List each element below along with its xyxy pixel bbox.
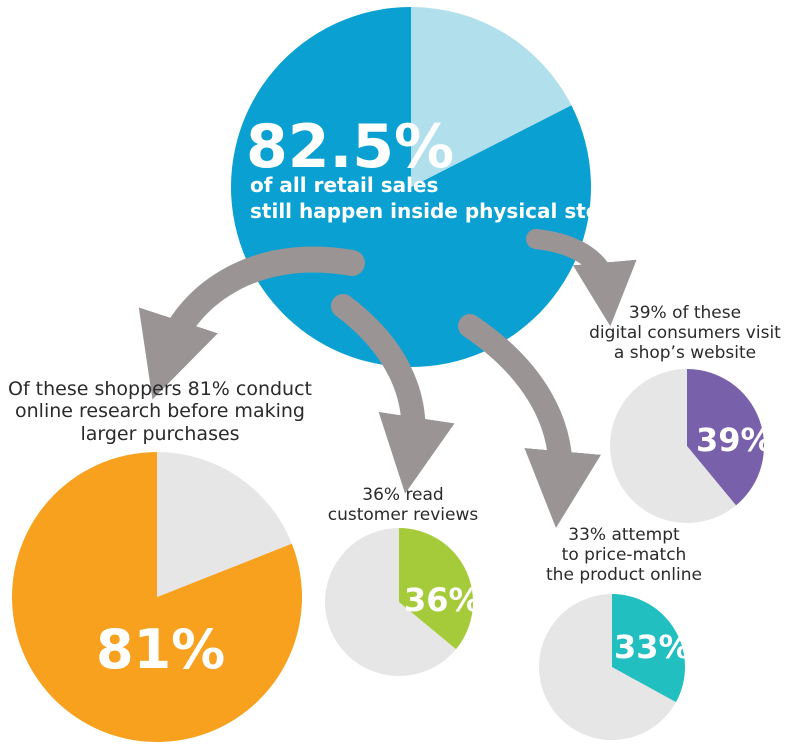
- website-caption: 39% of these digital consumers visit a s…: [580, 303, 790, 363]
- website-pie-label: 39%: [696, 421, 773, 459]
- price-match-pie-label: 33%: [614, 628, 691, 666]
- reviews-caption-line: customer reviews: [327, 505, 479, 526]
- price-match-pie: [539, 594, 686, 740]
- research-caption-line: Of these shoppers 81% conduct: [8, 378, 312, 400]
- price-match-caption-line: the product online: [546, 565, 702, 586]
- main-pie-sublabel: of all retail sales still happen inside …: [250, 172, 635, 224]
- arrow-to-reviews: [331, 294, 455, 494]
- research-pie-rest-slice: [157, 452, 292, 597]
- website-pie-value-slice: [687, 369, 764, 506]
- price-match-caption: 33% attempt to price-match the product o…: [524, 525, 724, 585]
- price-match-caption-line: to price-match: [561, 545, 687, 566]
- main-pie-rest-slice: [411, 7, 572, 187]
- price-match-caption-line: 33% attempt: [568, 525, 680, 545]
- research-pie: [12, 452, 303, 742]
- main-pie: [230, 7, 591, 367]
- website-caption-line: digital consumers visit: [589, 323, 781, 344]
- main-pie-value-slice: [230, 7, 591, 367]
- arrow-to-research: [138, 246, 365, 400]
- research-caption: Of these shoppers 81% conduct online res…: [0, 378, 320, 445]
- arrow-to-website: [526, 229, 637, 327]
- reviews-caption: 36% read customer reviews: [318, 485, 488, 525]
- website-caption-line: 39% of these: [628, 303, 742, 323]
- research-pie-value-slice: [12, 452, 303, 742]
- main-pie-sublabel-line: of all retail sales: [250, 173, 439, 197]
- research-caption-line: online research before making: [15, 400, 305, 423]
- reviews-pie-label: 36%: [404, 581, 481, 619]
- price-match-pie-rest-slice: [539, 594, 676, 740]
- research-caption-line: larger purchases: [80, 422, 240, 445]
- research-pie-label: 81%: [96, 618, 226, 681]
- price-match-pie-value-slice: [612, 594, 686, 703]
- reviews-caption-line: 36% read: [362, 485, 444, 505]
- website-pie-rest-slice: [609, 369, 737, 523]
- main-pie-sublabel-line: still happen inside physical stores: [250, 199, 635, 223]
- reviews-pie: [325, 528, 474, 677]
- arrow-to-price-match: [458, 314, 601, 528]
- website-pie: [609, 369, 764, 523]
- reviews-pie-value-slice: [399, 528, 474, 650]
- website-caption-line: a shop’s website: [613, 343, 757, 364]
- main-pie-label: 82.5%: [246, 112, 455, 182]
- reviews-pie-rest-slice: [325, 528, 457, 677]
